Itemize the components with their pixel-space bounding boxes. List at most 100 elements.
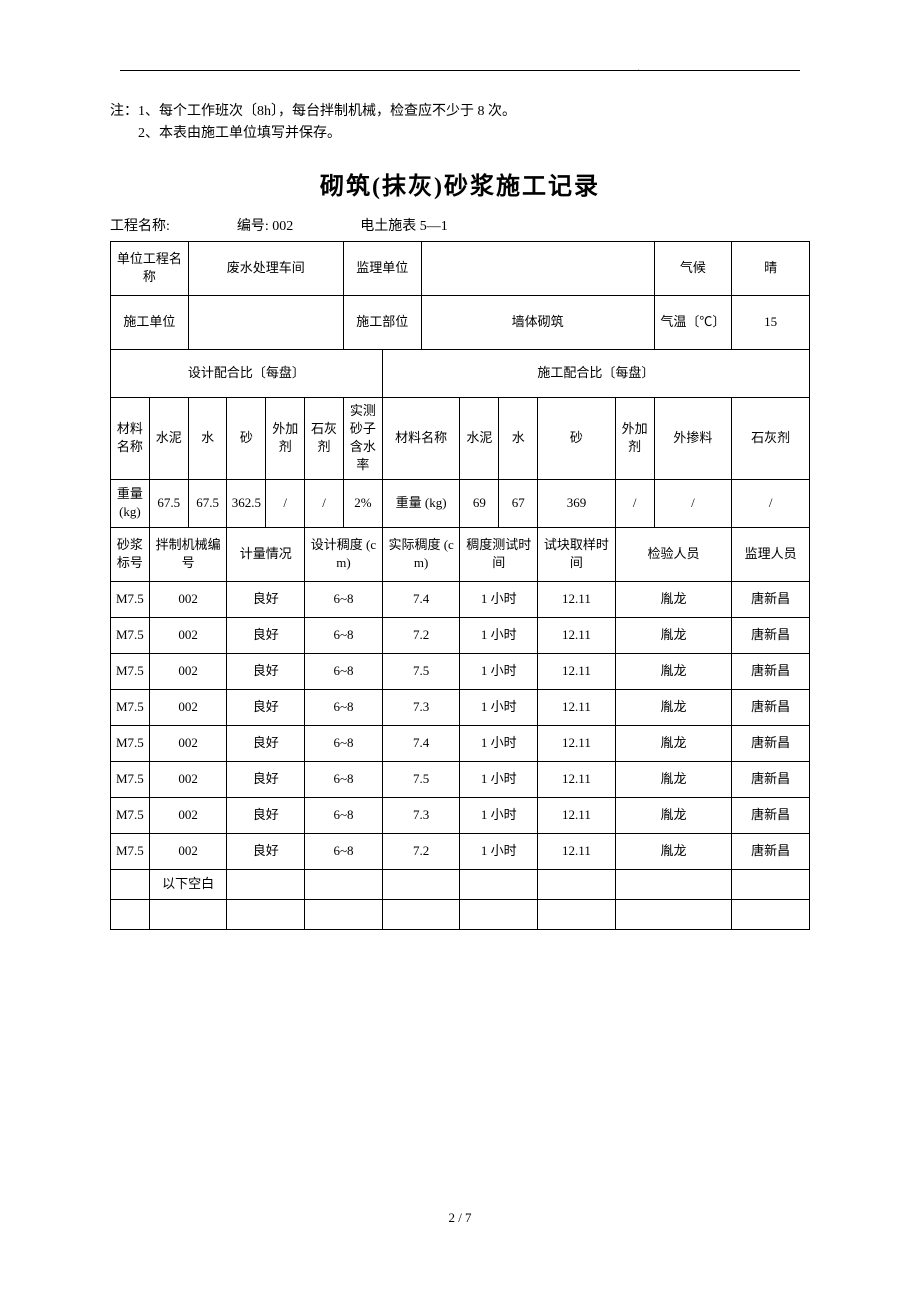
table-row: M7.5002良好6~87.51 小时12.11胤龙唐新昌 <box>111 761 810 797</box>
c-lime: 石灰剂 <box>732 397 810 479</box>
cell-i: 唐新昌 <box>732 797 810 833</box>
c-material-label: 材料名称 <box>382 397 460 479</box>
d-additive-val: / <box>266 479 305 527</box>
cell-d: 6~8 <box>305 797 383 833</box>
c-cement: 水泥 <box>460 397 499 479</box>
empty-e <box>382 899 460 929</box>
cell-c: 良好 <box>227 725 305 761</box>
d-cement-val: 67.5 <box>149 479 188 527</box>
table-row: M7.5002良好6~87.51 小时12.11胤龙唐新昌 <box>111 653 810 689</box>
hdr-test-time: 稠度测试时间 <box>460 527 538 581</box>
cell-d: 6~8 <box>305 653 383 689</box>
temp-value: 15 <box>732 295 810 349</box>
blank-f <box>460 869 538 899</box>
weather-value: 晴 <box>732 241 810 295</box>
cell-g: 12.11 <box>538 653 616 689</box>
cell-a: M7.5 <box>111 761 150 797</box>
page-footer: 2 / 7 <box>110 1210 810 1226</box>
cell-e: 7.3 <box>382 797 460 833</box>
cell-c: 良好 <box>227 617 305 653</box>
hdr-design-cons: 设计稠度 (cm) <box>305 527 383 581</box>
d-water-val: 67.5 <box>188 479 227 527</box>
record-table: 单位工程名称 废水处理车间 监理单位 气候 晴 施工单位 施工部位 墙体砌筑 气… <box>110 241 810 930</box>
cell-b: 002 <box>149 581 227 617</box>
cell-b: 002 <box>149 617 227 653</box>
d-sand: 砂 <box>227 397 266 479</box>
blank-e <box>382 869 460 899</box>
top-rule <box>120 70 800 71</box>
cell-i: 唐新昌 <box>732 689 810 725</box>
cell-h: 胤龙 <box>615 617 731 653</box>
cell-c: 良好 <box>227 761 305 797</box>
empty-b <box>149 899 227 929</box>
construction-unit-value <box>188 295 343 349</box>
c-sand: 砂 <box>538 397 616 479</box>
c-cement-val: 69 <box>460 479 499 527</box>
cell-a: M7.5 <box>111 833 150 869</box>
cell-f: 1 小时 <box>460 689 538 725</box>
d-sand-val: 362.5 <box>227 479 266 527</box>
cell-h: 胤龙 <box>615 797 731 833</box>
cell-b: 002 <box>149 833 227 869</box>
cell-a: M7.5 <box>111 725 150 761</box>
cell-f: 1 小时 <box>460 761 538 797</box>
cell-h: 胤龙 <box>615 689 731 725</box>
empty-i <box>732 899 810 929</box>
cell-b: 002 <box>149 761 227 797</box>
cell-d: 6~8 <box>305 725 383 761</box>
cell-g: 12.11 <box>538 761 616 797</box>
meta-line: 工程名称: 编号: 002 电土施表 5—1 <box>110 215 810 235</box>
hdr-supervisor: 监理人员 <box>732 527 810 581</box>
cell-g: 12.11 <box>538 833 616 869</box>
cell-f: 1 小时 <box>460 653 538 689</box>
table-row: M7.5002良好6~87.41 小时12.11胤龙唐新昌 <box>111 725 810 761</box>
cell-f: 1 小时 <box>460 797 538 833</box>
cell-a: M7.5 <box>111 689 150 725</box>
cell-b: 002 <box>149 653 227 689</box>
cell-e: 7.2 <box>382 833 460 869</box>
cell-e: 7.2 <box>382 617 460 653</box>
c-weight-label: 重量 (kg) <box>382 479 460 527</box>
temp-label: 气温〔℃〕 <box>654 295 732 349</box>
cell-i: 唐新昌 <box>732 725 810 761</box>
empty-a <box>111 899 150 929</box>
construction-part-value: 墙体砌筑 <box>421 295 654 349</box>
cell-e: 7.5 <box>382 653 460 689</box>
hdr-inspector: 检验人员 <box>615 527 731 581</box>
supervisor-label: 监理单位 <box>343 241 421 295</box>
blank-i <box>732 869 810 899</box>
cell-e: 7.5 <box>382 761 460 797</box>
cell-a: M7.5 <box>111 581 150 617</box>
d-lime-val: / <box>305 479 344 527</box>
cell-a: M7.5 <box>111 653 150 689</box>
cell-b: 002 <box>149 797 227 833</box>
cell-i: 唐新昌 <box>732 617 810 653</box>
blank-label: 以下空白 <box>149 869 227 899</box>
cell-g: 12.11 <box>538 617 616 653</box>
weather-label: 气候 <box>654 241 732 295</box>
moisture-value: 2% <box>343 479 382 527</box>
cell-c: 良好 <box>227 653 305 689</box>
blank-g <box>538 869 616 899</box>
empty-c <box>227 899 305 929</box>
table-row: M7.5002良好6~87.31 小时12.11胤龙唐新昌 <box>111 689 810 725</box>
cell-d: 6~8 <box>305 617 383 653</box>
c-additive-val: / <box>615 479 654 527</box>
cell-h: 胤龙 <box>615 653 731 689</box>
cell-d: 6~8 <box>305 689 383 725</box>
blank-h <box>615 869 731 899</box>
cell-f: 1 小时 <box>460 581 538 617</box>
cell-c: 良好 <box>227 797 305 833</box>
page-title: 砌筑(抹灰)砂浆施工记录 <box>110 166 810 201</box>
cell-c: 良好 <box>227 689 305 725</box>
serial-label: 编号: 002 <box>237 219 293 234</box>
supervisor-value <box>421 241 654 295</box>
table-row: M7.5002良好6~87.21 小时12.11胤龙唐新昌 <box>111 833 810 869</box>
unit-project-value: 废水处理车间 <box>188 241 343 295</box>
empty-f <box>460 899 538 929</box>
cell-a: M7.5 <box>111 797 150 833</box>
hdr-actual-cons: 实际稠度 (cm) <box>382 527 460 581</box>
cell-b: 002 <box>149 689 227 725</box>
cell-g: 12.11 <box>538 725 616 761</box>
blank-c <box>227 869 305 899</box>
